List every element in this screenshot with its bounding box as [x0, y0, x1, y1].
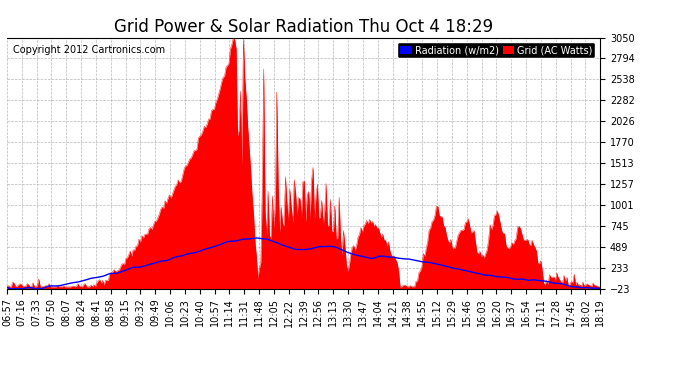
Legend: Radiation (w/m2), Grid (AC Watts): Radiation (w/m2), Grid (AC Watts) — [397, 42, 595, 58]
Text: Copyright 2012 Cartronics.com: Copyright 2012 Cartronics.com — [13, 45, 165, 55]
Title: Grid Power & Solar Radiation Thu Oct 4 18:29: Grid Power & Solar Radiation Thu Oct 4 1… — [114, 18, 493, 36]
